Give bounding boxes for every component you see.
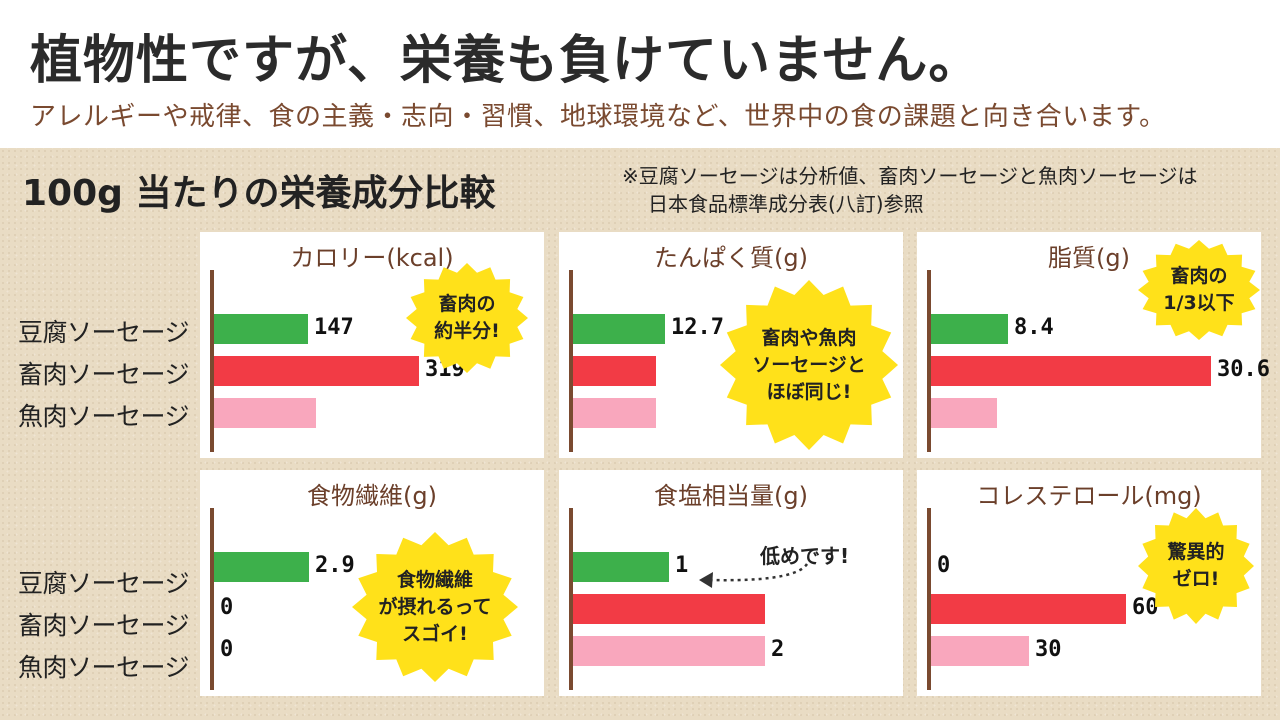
bar-fish [931,636,1029,666]
bar-fish [573,398,656,428]
header: 植物性ですが、栄養も負けていません。 アレルギーや戒律、食の主義・志向・習慣、地… [0,0,1280,148]
data-label: 0 [937,553,951,578]
callout-text: 驚異的 ゼロ! [1167,541,1225,590]
row-label-meat: 畜肉ソーセージ [18,611,190,640]
chart-title: カロリー(kcal) [290,244,454,272]
burst-path [1138,508,1254,624]
row-label-fish: 魚肉ソーセージ [18,653,190,682]
bar-tofu [214,552,309,582]
burst-shape [406,263,528,373]
data-label: 12.7 [671,315,724,340]
data-label: 30.6 [1217,357,1270,382]
bar-meat [931,356,1211,386]
arrow-line [708,563,809,582]
burst-shape [720,280,898,450]
callout-burst: 驚異的 ゼロ! [1138,508,1254,624]
callout-burst: 畜肉の 約半分! [406,263,528,373]
bar-meat [573,594,765,624]
chart-title: たんぱく質(g) [654,244,808,272]
bar-fish [573,636,765,666]
row-label-tofu: 豆腐ソーセージ [18,318,190,347]
source-note: ※豆腐ソーセージは分析値、畜肉ソーセージと魚肉ソーセージは 日本食品標準成分表(… [622,162,1262,218]
callout-text: 食物繊維 が摂れるって スゴイ! [378,568,492,645]
data-label: 0 [220,595,234,620]
bar-tofu [214,314,308,344]
burst-path [720,280,898,450]
callout-text: 畜肉や魚肉 ソーセージと ほぼ同じ! [752,326,866,403]
low-salt-note: 低めです! [760,544,850,568]
chart-axis [569,270,573,452]
data-label: 0 [220,637,234,662]
chart-title: 脂質(g) [1048,244,1130,272]
data-label: 1 [675,553,689,578]
chart-axis [927,508,931,690]
row-label-fish: 魚肉ソーセージ [18,402,190,431]
bar-meat [214,356,419,386]
chart-title: 食物繊維(g) [307,482,437,510]
callout-text: 畜肉の 1/3以下 [1163,265,1235,314]
chart-title: コレステロール(mg) [976,482,1202,510]
bar-meat [931,594,1126,624]
section-title: 100g 当たりの栄養成分比較 [22,173,496,214]
row-label-meat: 畜肉ソーセージ [18,360,190,389]
burst-path [352,532,518,682]
chart-axis [569,508,573,690]
callout-burst: 畜肉や魚肉 ソーセージと ほぼ同じ! [720,280,898,450]
data-label: 60 [1132,595,1159,620]
data-label: 8.4 [1014,315,1054,340]
source-note-line1: ※豆腐ソーセージは分析値、畜肉ソーセージと魚肉ソーセージは [622,164,1198,188]
burst-shape [1138,508,1254,624]
callout-text: 畜肉の 約半分! [434,293,500,342]
chart-title: 食塩相当量(g) [654,482,808,510]
bar-tofu [573,552,669,582]
pointer-arrow-icon [699,563,809,588]
chart-axis [927,270,931,452]
callout-burst: 食物繊維 が摂れるって スゴイ! [352,532,518,682]
burst-path [406,263,528,373]
bar-tofu [573,314,665,344]
chart-card-salt: 食塩相当量(g) 1 2 [559,470,903,696]
row-label-tofu: 豆腐ソーセージ [18,569,190,598]
data-label: 30 [1035,637,1062,662]
arrow-head [699,572,713,588]
data-label: 147 [314,315,354,340]
chart-axis [210,508,214,690]
burst-shape [352,532,518,682]
bar-fish [214,398,316,428]
chart-axis [210,270,214,452]
bar-tofu [931,314,1008,344]
page-title: 植物性ですが、栄養も負けていません。 [30,31,982,91]
bar-meat [573,356,656,386]
data-label: 2 [771,637,785,662]
data-label: 2.9 [315,553,355,578]
bar-fish [931,398,997,428]
source-note-line2: 日本食品標準成分表(八訂)参照 [648,192,924,216]
callout-burst: 畜肉の 1/3以下 [1138,240,1260,340]
page-subtitle: アレルギーや戒律、食の主義・志向・習慣、地球環境など、世界中の食の課題と向き合い… [30,102,1166,132]
burst-shape [1138,240,1260,340]
burst-path [1138,240,1260,340]
